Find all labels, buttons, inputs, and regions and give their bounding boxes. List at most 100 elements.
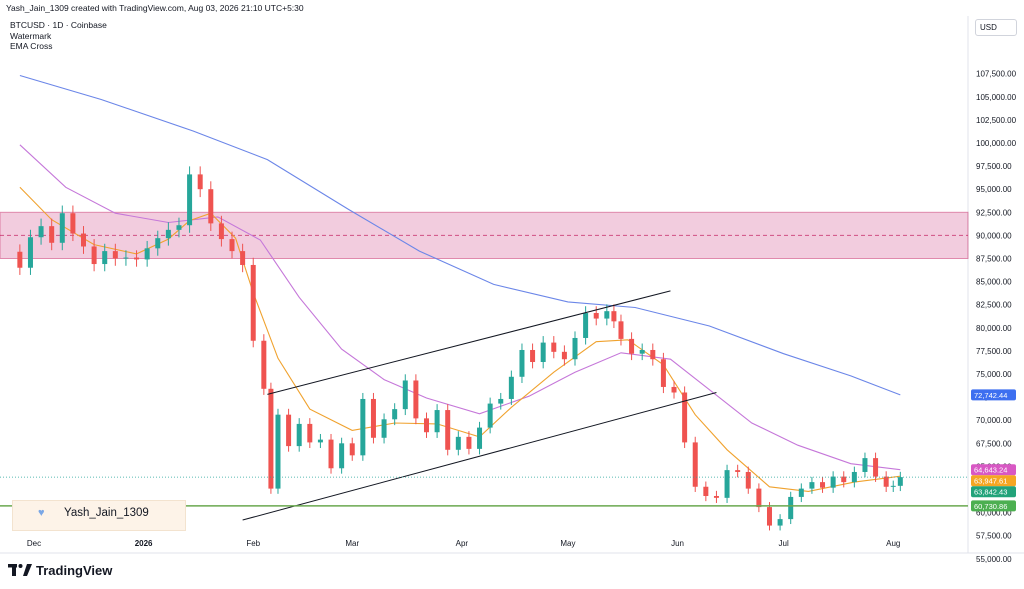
price-label-text: 60,730.86 [974, 502, 1007, 511]
price-label-box [971, 486, 1016, 498]
candle-body [862, 458, 868, 472]
candle-body [392, 409, 398, 420]
candle-body [890, 485, 896, 487]
candle-body [317, 439, 323, 443]
candle-body [187, 174, 193, 226]
watermark-text: Yash_Jain_1309 [64, 507, 149, 519]
price-label-text: 72,742.44 [974, 391, 1007, 400]
candle-body [349, 443, 355, 456]
tradingview-logo: TradingView [8, 563, 112, 578]
candle-body [788, 496, 794, 520]
candle-body [370, 398, 376, 438]
indicator-ema-cross[interactable]: EMA Cross [10, 41, 53, 51]
ema-long-line [19, 74, 901, 396]
candle-body [423, 418, 429, 433]
candle-body [402, 380, 408, 410]
heart-icon: ♥ [38, 507, 45, 519]
y-tick-label: 67,500.00 [976, 439, 1012, 448]
candle-body [766, 507, 772, 526]
y-tick-label: 82,500.00 [976, 301, 1012, 310]
candle-body [38, 226, 44, 238]
y-tick-label: 90,000.00 [976, 231, 1012, 240]
watermark-box [12, 500, 186, 531]
candle-body [17, 251, 23, 268]
x-tick-label: Jul [779, 539, 789, 548]
candle-body [851, 471, 857, 483]
candle-body [604, 311, 610, 319]
candle-body [434, 410, 440, 433]
candle-body [218, 223, 224, 240]
candle-body [381, 419, 387, 438]
x-tick-label: Apr [456, 539, 469, 548]
currency-selector[interactable]: USD [975, 19, 1017, 36]
price-label-text: 63,947.61 [974, 477, 1007, 486]
candle-body [240, 251, 246, 265]
candle-body [155, 238, 161, 249]
candle-body [445, 410, 451, 450]
price-label-box [971, 464, 1016, 476]
y-tick-label: 57,500.00 [976, 532, 1012, 541]
candle-body [498, 398, 504, 404]
candle-body [123, 257, 129, 259]
candle-body [756, 488, 762, 508]
candle-body [639, 349, 645, 354]
candle-body [197, 174, 203, 190]
y-tick-label: 92,500.00 [976, 208, 1012, 217]
candle-body [798, 488, 804, 497]
candle-body [572, 337, 578, 360]
candle-body [508, 376, 514, 399]
y-tick-label: 97,500.00 [976, 162, 1012, 171]
y-tick-label: 77,500.00 [976, 347, 1012, 356]
candle-body [112, 251, 118, 259]
y-tick-label: 102,500.00 [976, 116, 1017, 125]
price-label-box [971, 389, 1016, 401]
candle-body [268, 388, 274, 489]
candle-body [360, 398, 366, 456]
candle-body [455, 436, 461, 450]
candle-body [671, 386, 677, 393]
y-tick-label: 105,000.00 [976, 93, 1017, 102]
candle-body [208, 189, 214, 224]
candle-body [650, 349, 656, 360]
candle-body [703, 486, 709, 496]
candle-body [551, 342, 557, 352]
candle-body [745, 471, 751, 489]
candle-body [561, 351, 567, 360]
candle-body [70, 213, 76, 234]
y-tick-label: 80,000.00 [976, 324, 1012, 333]
candle-body [540, 342, 546, 362]
candle-body [466, 436, 472, 449]
candle-body [809, 482, 815, 489]
candle-body [682, 392, 688, 443]
candle-body [724, 470, 730, 498]
candle-body [519, 349, 525, 377]
channel-upper-line [267, 290, 671, 395]
candle-body [487, 403, 493, 428]
candle-body [583, 313, 589, 338]
x-tick-label: May [560, 539, 575, 548]
ema-slow-line [19, 144, 901, 471]
candle-body [144, 248, 150, 260]
tradingview-logo-icon [8, 564, 32, 576]
candle-body [897, 477, 903, 486]
indicator-watermark[interactable]: Watermark [10, 30, 52, 41]
y-tick-label: 100,000.00 [976, 139, 1017, 148]
chart-header: Yash_Jain_1309 created with TradingView.… [6, 3, 304, 13]
symbol-label[interactable]: BTCUSD · 1D · Coinbase [10, 20, 107, 30]
candle-body [629, 338, 635, 354]
y-tick-label: 75,000.00 [976, 370, 1012, 379]
candle-body [307, 423, 313, 443]
candle-body [81, 233, 87, 247]
candle-body [777, 519, 783, 526]
candle-body [820, 482, 826, 488]
price-label-text: 63,842.43 [974, 488, 1007, 497]
candle-body [134, 257, 140, 260]
x-tick-label: Dec [27, 539, 41, 548]
candle-body [275, 414, 281, 489]
y-tick-label: 95,000.00 [976, 185, 1012, 194]
y-tick-label: 87,500.00 [976, 254, 1012, 263]
candle-body [413, 380, 419, 419]
candle-body [296, 423, 302, 447]
candle-body [841, 476, 847, 483]
